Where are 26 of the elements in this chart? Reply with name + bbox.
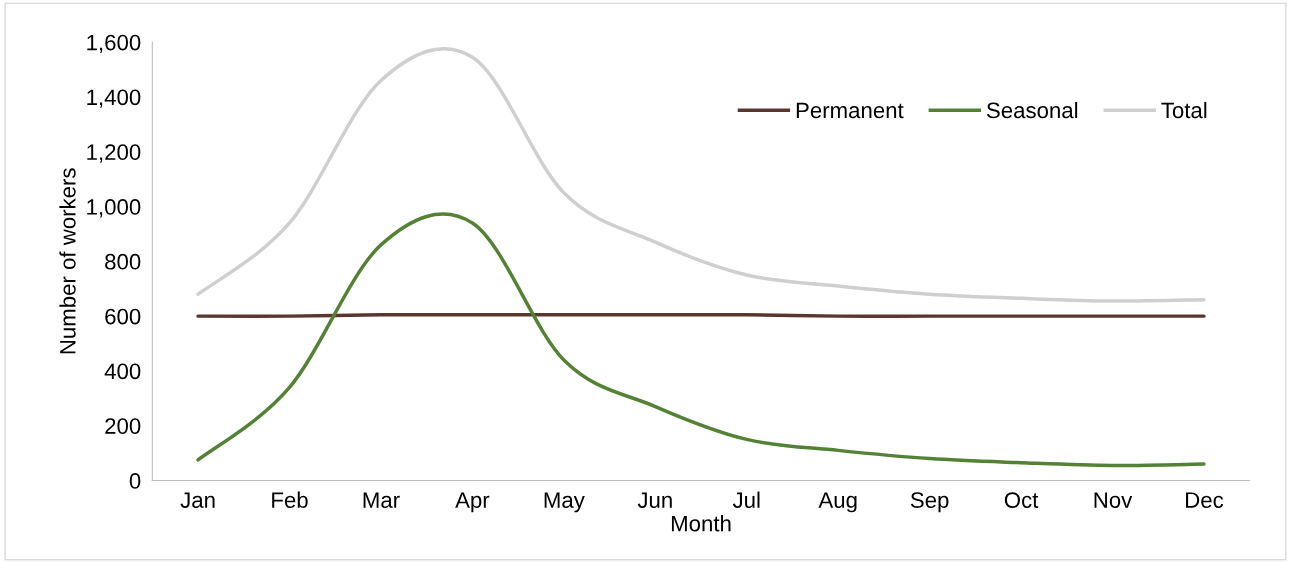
legend-label: Total xyxy=(1161,101,1207,119)
y-tick-label: 1,400 xyxy=(87,89,141,108)
x-tick-label: Feb xyxy=(272,491,308,508)
y-axis-title: Number of workers xyxy=(59,168,76,354)
x-tick-label: Mar xyxy=(363,492,400,508)
x-tick-label: Jan xyxy=(180,492,215,508)
legend-label: Seasonal xyxy=(986,101,1078,119)
x-tick-label: Apr xyxy=(455,492,490,513)
x-axis-title: Month xyxy=(671,515,731,532)
y-tick-label: 1,200 xyxy=(87,144,141,163)
y-tick-label: 1,000 xyxy=(87,199,141,218)
x-tick-label: Jun xyxy=(637,492,672,508)
x-tick-label: Jul xyxy=(732,491,760,508)
x-tick-label: Aug xyxy=(818,492,857,513)
x-tick-label: Oct xyxy=(1004,492,1039,508)
x-tick-label: May xyxy=(544,492,585,513)
y-tick-label: 400 xyxy=(104,363,141,380)
y-tick-label: 200 xyxy=(105,418,141,434)
y-tick-label: 0 xyxy=(129,473,141,489)
y-tick-label: 800 xyxy=(105,253,141,270)
x-tick-label: Nov xyxy=(1094,492,1133,508)
y-tick-label: 600 xyxy=(105,308,141,325)
y-tick-label: 1,600 xyxy=(87,34,141,54)
x-tick-label: Sep xyxy=(910,492,949,513)
legend-label: Permanent xyxy=(796,102,904,119)
x-tick-label: Dec xyxy=(1186,492,1224,508)
